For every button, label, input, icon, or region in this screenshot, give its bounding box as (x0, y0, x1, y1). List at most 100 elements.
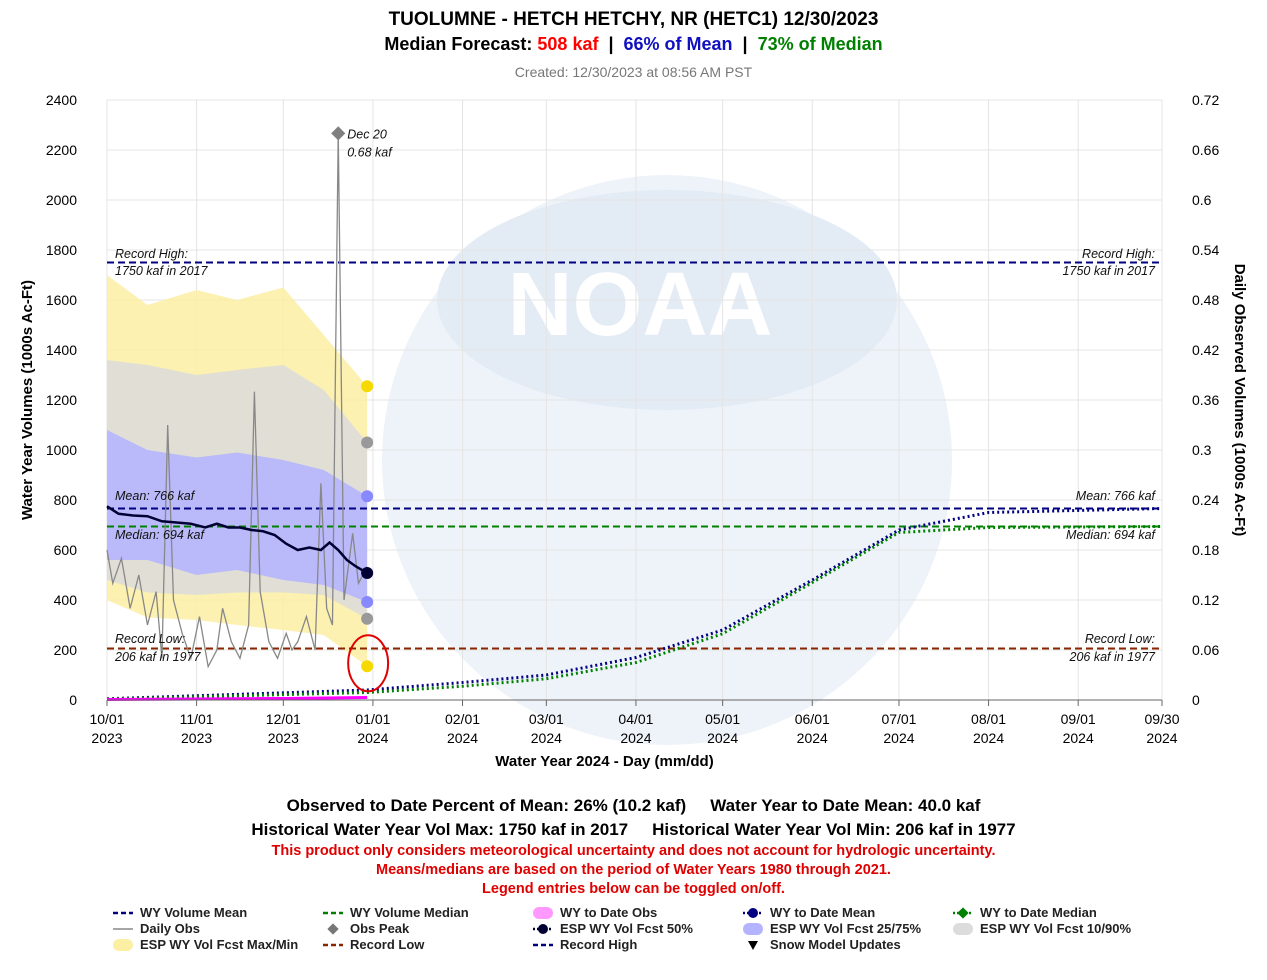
median-label: Median: 694 kaf (1066, 528, 1156, 542)
x-tick-label-month: 05/01 (705, 711, 740, 727)
legend-item-obs-peak[interactable]: Obs Peak (322, 921, 409, 936)
y-tick-label: 400 (54, 592, 78, 608)
legend-item-daily-obs[interactable]: Daily Obs (112, 921, 200, 936)
legend-label: Snow Model Updates (770, 937, 901, 952)
forecast-prefix: Median Forecast: (384, 34, 538, 54)
highlight-circle (347, 634, 390, 693)
disclaimer-3: Legend entries below can be toggled on/o… (482, 881, 785, 897)
record-low-label: 206 kaf in 1977 (1069, 650, 1157, 664)
y2-tick-label: 0.48 (1192, 292, 1219, 308)
legend-label: WY to Date Obs (560, 905, 658, 920)
fcst-point-p10[interactable] (361, 612, 374, 625)
x-tick-label-month: 11/01 (180, 711, 214, 727)
daily-obs-line[interactable] (106, 133, 368, 669)
y2-tick-label: 0.18 (1192, 542, 1219, 558)
fcst-point-max[interactable] (361, 380, 374, 393)
fcst-point-p75[interactable] (361, 490, 374, 503)
y2-tick-label: 0.12 (1192, 592, 1219, 608)
obs-pct-mean: Observed to Date Percent of Mean: 26% (1… (286, 796, 687, 815)
legend-item-wy-volume-mean[interactable]: WY Volume Mean (112, 905, 247, 920)
legend-label: Obs Peak (350, 921, 410, 936)
pct-of-mean: 66% of Mean (623, 34, 733, 54)
axes: 0 0 200 0.06 400 0.12 600 0.18 800 0.24 1000 0.3 120… (19, 92, 1248, 770)
legend-item-snow-model-updates[interactable]: Snow Model Updates (742, 937, 901, 952)
x-tick-label-year: 2023 (181, 730, 212, 746)
legend-pill-icon (743, 922, 763, 935)
noaa-watermark: NOAA (382, 175, 952, 745)
legend-item-esp-wy-vol-fcst-max-min[interactable]: ESP WY Vol Fcst Max/Min (112, 937, 298, 952)
peak-value-label: 0.68 kaf (347, 145, 393, 159)
x-tick-label-year: 2024 (883, 730, 914, 746)
legend-dot-line-icon (533, 923, 553, 934)
legend-label: WY Volume Median (350, 905, 469, 920)
legend-item-record-low[interactable]: Record Low (322, 937, 424, 952)
x-tick-label-year: 2024 (973, 730, 1004, 746)
y-tick-label: 1800 (46, 242, 77, 258)
x-tick-label-year: 2024 (620, 730, 651, 746)
legend-item-wy-to-date-median[interactable]: WY to Date Median (952, 905, 1097, 920)
legend-label: WY Volume Mean (140, 905, 248, 920)
x-tick-label-month: 09/01 (1061, 711, 1096, 727)
y-tick-label: 2200 (46, 142, 77, 158)
legend-item-wy-to-date-mean[interactable]: WY to Date Mean (742, 905, 875, 920)
disclaimer-2: Means/medians are based on the period of… (376, 862, 891, 878)
x-tick-label-year: 2024 (447, 730, 478, 746)
record-high-label: 1750 kaf in 2017 (115, 264, 208, 278)
record-low-label: 206 kaf in 1977 (114, 650, 202, 664)
separator: | (598, 34, 624, 54)
chart-title: TUOLUMNE - HETCH HETCHY, NR (HETC1) 12/3… (388, 9, 879, 30)
y2-tick-label: 0.54 (1192, 242, 1219, 258)
y-axis-title: Water Year Volumes (1000s Ac-Ft) (19, 280, 36, 520)
legend-label: WY to Date Median (980, 905, 1097, 920)
legend-label: Record Low (350, 937, 425, 952)
fcst-point-p25[interactable] (361, 596, 374, 608)
y2-tick-label: 0.66 (1192, 142, 1219, 158)
legend-pill-icon (533, 906, 553, 919)
series (106, 126, 1163, 701)
legend-item-esp-wy-vol-fcst-50[interactable]: ESP WY Vol Fcst 50% (532, 921, 693, 936)
separator: | (732, 34, 758, 54)
mean-label: Mean: 766 kaf (115, 489, 196, 503)
legend-item-esp-wy-vol-fcst-10-90[interactable]: ESP WY Vol Fcst 10/90% (952, 921, 1131, 936)
legend-label: Record High (560, 937, 638, 952)
forecast-summary: Median Forecast: 508 kaf | 66% of Mean |… (0, 34, 1267, 55)
legend-item-record-high[interactable]: Record High (532, 937, 637, 952)
legend-label: ESP WY Vol Fcst Max/Min (140, 937, 299, 952)
legend-item-wy-volume-median[interactable]: WY Volume Median (322, 905, 469, 920)
legend-triangle-icon (748, 940, 758, 950)
legend-dash-icon (323, 943, 343, 946)
fcst-point-p50[interactable] (361, 567, 374, 579)
x-tick-label-year: 2023 (91, 730, 122, 746)
fcst-point-p90[interactable] (361, 436, 374, 449)
x-tick-label-month: 07/01 (881, 711, 916, 727)
y-tick-label: 200 (54, 642, 78, 658)
wy-to-date-obs-line[interactable] (106, 695, 368, 701)
x-tick-label-year: 2024 (797, 730, 828, 746)
record-high-label: Record High: (115, 247, 188, 261)
obs-peak-marker[interactable] (331, 126, 346, 141)
hist-max: Historical Water Year Vol Max: 1750 kaf … (251, 820, 629, 839)
x-tick-label-year: 2024 (1146, 730, 1177, 746)
esp-fcst-50-line[interactable] (106, 505, 368, 575)
y-tick-label: 600 (54, 542, 78, 558)
legend-label: ESP WY Vol Fcst 10/90% (980, 921, 1132, 936)
legend-diamond-icon (327, 922, 339, 935)
record-high-label: 1750 kaf in 2017 (1063, 264, 1156, 278)
x-tick-label-month: 12/01 (266, 711, 301, 727)
fcst-point-min[interactable] (361, 660, 374, 673)
legend-item-wy-to-date-obs[interactable]: WY to Date Obs (532, 905, 657, 920)
legend-item-esp-wy-vol-fcst-25-75[interactable]: ESP WY Vol Fcst 25/75% (742, 921, 921, 936)
legend-line-icon (113, 927, 133, 930)
wy-to-date-mean-line[interactable] (106, 507, 1163, 701)
x-axis-title: Water Year 2024 - Day (mm/dd) (495, 753, 713, 770)
legend-dash-icon (533, 943, 553, 946)
x-tick-label-month: 04/01 (618, 711, 653, 727)
x-tick-label-month: 10/01 (89, 711, 124, 727)
y2-tick-label: 0.3 (1192, 442, 1212, 458)
y-tick-label: 1200 (46, 392, 77, 408)
wy-to-date-median-line[interactable] (106, 525, 1163, 701)
y-tick-label: 800 (54, 492, 78, 508)
forecast-value: 508 kaf (537, 34, 599, 54)
y2-tick-label: 0.6 (1192, 192, 1212, 208)
